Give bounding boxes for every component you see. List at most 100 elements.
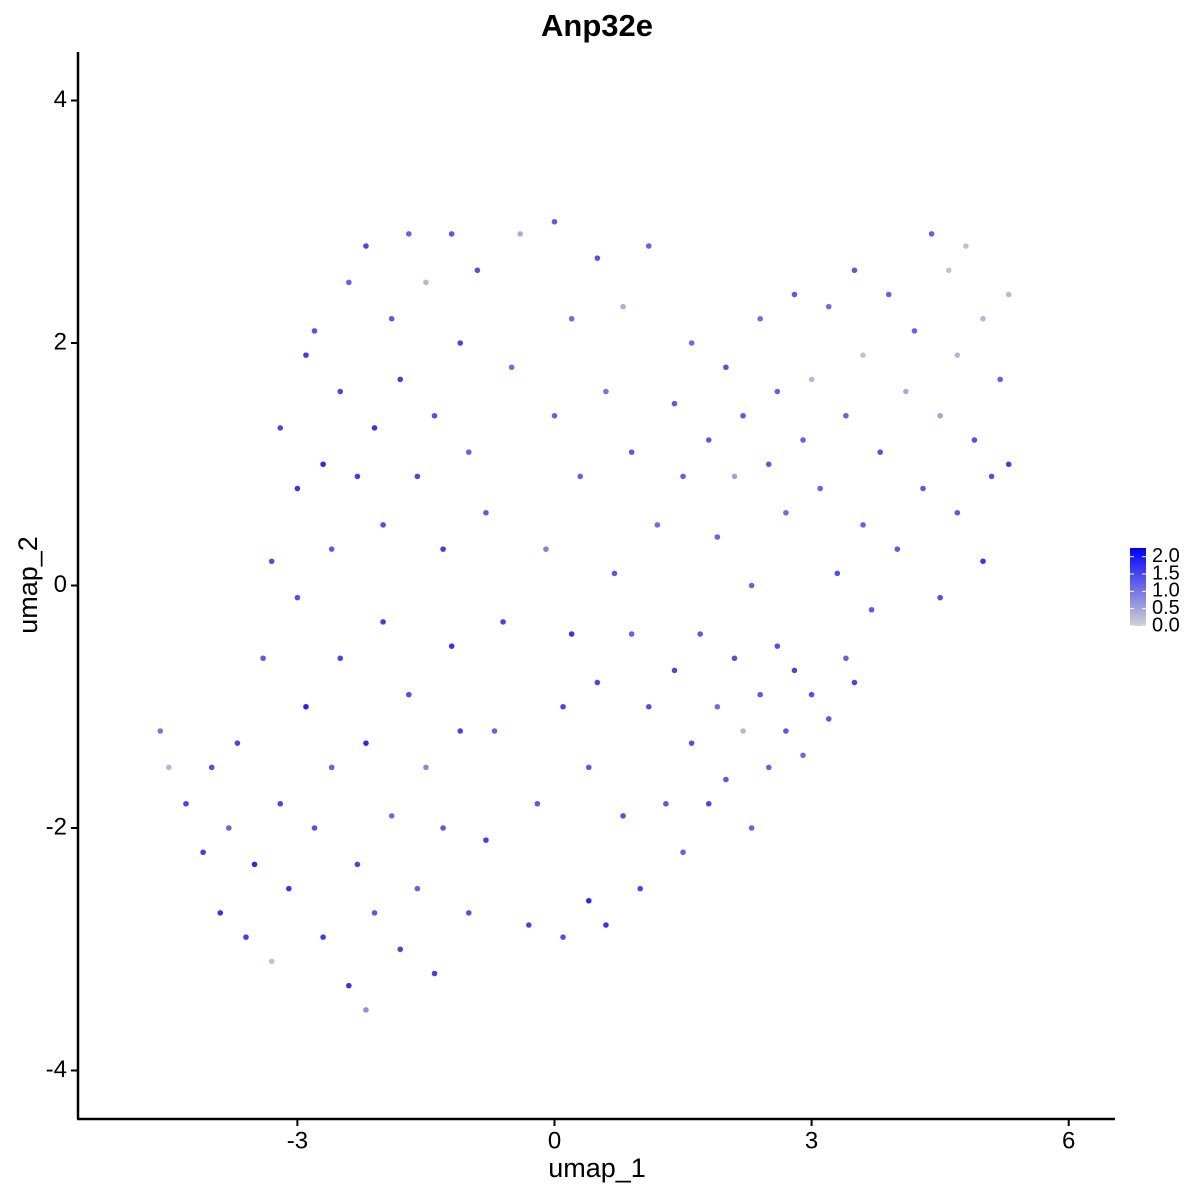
point <box>594 255 601 261</box>
point <box>406 691 412 698</box>
point <box>354 473 361 480</box>
point <box>294 485 301 492</box>
point <box>466 449 472 455</box>
point <box>645 703 652 710</box>
point <box>791 667 798 674</box>
point <box>337 655 344 662</box>
point <box>388 813 395 819</box>
point <box>705 437 712 443</box>
point <box>483 837 489 843</box>
point <box>885 291 892 298</box>
point <box>868 606 875 613</box>
point <box>466 910 472 916</box>
point <box>268 958 275 965</box>
y-tick-label: 4 <box>54 86 67 113</box>
point <box>1005 291 1012 298</box>
point <box>431 412 438 419</box>
point <box>894 546 901 552</box>
point <box>688 340 695 346</box>
point <box>311 328 318 334</box>
point <box>671 400 678 407</box>
point <box>783 509 789 516</box>
chart-title: Anp32e <box>541 8 653 43</box>
point <box>645 243 652 249</box>
point <box>371 910 378 916</box>
point <box>765 461 772 468</box>
y-tick-label: 0 <box>54 571 67 598</box>
point <box>740 728 746 734</box>
point <box>354 861 361 868</box>
point <box>320 461 326 468</box>
point <box>414 885 421 892</box>
point <box>508 364 515 371</box>
point <box>877 449 883 455</box>
point <box>680 849 686 856</box>
point <box>800 437 806 443</box>
point <box>328 764 335 771</box>
point <box>757 315 763 322</box>
point <box>277 800 284 807</box>
point <box>397 946 404 953</box>
point <box>525 922 532 928</box>
point <box>234 740 241 746</box>
point <box>337 388 344 395</box>
point <box>491 728 498 734</box>
point <box>791 291 798 298</box>
point <box>431 970 438 977</box>
point <box>543 546 549 552</box>
point <box>757 691 763 698</box>
point <box>363 740 369 746</box>
point <box>723 776 729 783</box>
point <box>680 473 686 480</box>
point <box>457 728 464 734</box>
colorbar <box>1130 548 1146 626</box>
point <box>243 934 249 940</box>
colorbar-label: 0.0 <box>1152 614 1180 636</box>
point <box>406 231 412 237</box>
x-tick-label: 3 <box>805 1127 818 1154</box>
point <box>620 303 626 310</box>
point <box>251 861 258 868</box>
point <box>577 473 584 480</box>
point <box>277 425 284 431</box>
point <box>483 509 489 516</box>
point <box>688 740 695 746</box>
point <box>294 594 301 601</box>
point <box>697 631 703 637</box>
point <box>268 558 275 565</box>
point <box>714 534 721 540</box>
point <box>723 364 729 371</box>
point <box>774 388 781 395</box>
point <box>200 849 206 856</box>
point <box>311 825 318 831</box>
point <box>980 315 986 322</box>
point <box>328 546 335 552</box>
point <box>748 582 755 589</box>
point <box>963 243 969 249</box>
point <box>663 800 669 807</box>
point <box>363 243 369 249</box>
point <box>860 522 866 528</box>
point <box>457 340 464 346</box>
point <box>808 376 815 383</box>
point <box>560 934 566 940</box>
point <box>371 425 378 431</box>
y-tick-label: -2 <box>46 813 67 840</box>
point <box>551 412 558 419</box>
point <box>603 388 609 395</box>
point <box>303 703 309 710</box>
point <box>217 910 224 916</box>
point <box>534 800 541 807</box>
colorbar-label: 0.5 <box>1152 597 1180 619</box>
point <box>423 764 429 771</box>
point <box>388 315 395 322</box>
point <box>226 825 232 831</box>
point <box>585 897 592 904</box>
point <box>260 655 266 662</box>
point <box>423 279 429 286</box>
point <box>945 267 952 274</box>
point <box>800 752 806 759</box>
point <box>611 570 618 577</box>
point <box>585 764 592 771</box>
